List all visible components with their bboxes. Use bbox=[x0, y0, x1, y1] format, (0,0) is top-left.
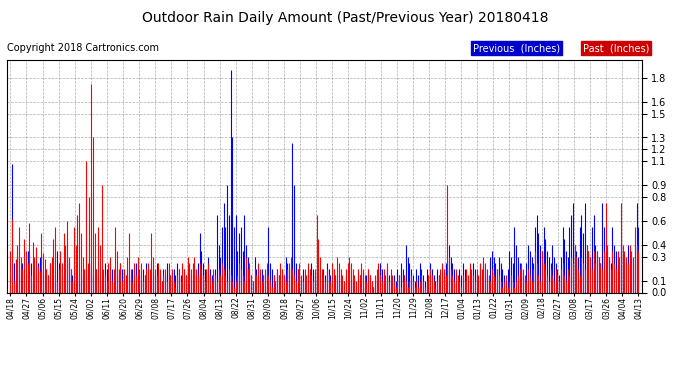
Text: Outdoor Rain Daily Amount (Past/Previous Year) 20180418: Outdoor Rain Daily Amount (Past/Previous… bbox=[141, 11, 549, 25]
Text: Previous  (Inches): Previous (Inches) bbox=[473, 43, 560, 53]
Text: Past  (Inches): Past (Inches) bbox=[583, 43, 649, 53]
Text: Copyright 2018 Cartronics.com: Copyright 2018 Cartronics.com bbox=[7, 43, 159, 53]
